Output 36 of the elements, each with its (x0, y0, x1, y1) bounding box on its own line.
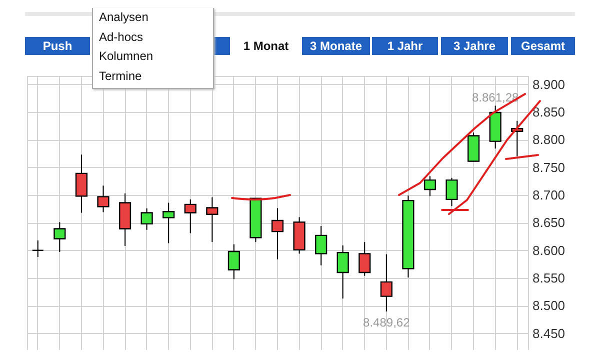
candlestick (336, 244, 349, 300)
y-tick-label: 8.550 (532, 270, 566, 286)
y-tick-label: 8.850 (532, 104, 566, 120)
y-tick-label: 8.900 (532, 76, 566, 92)
y-tick-label: 8.700 (532, 188, 566, 203)
y-tick-label: 8.450 (532, 326, 566, 341)
y-tick-label: 8.500 (532, 298, 566, 314)
y-tick-label: 8.800 (532, 132, 566, 148)
candlestick (271, 208, 284, 260)
candlestick (315, 226, 328, 266)
candlestick (380, 254, 392, 312)
annotation: 8.861,28 (472, 90, 520, 105)
annotation: Termine (98, 68, 143, 84)
y-tick-label: 8.750 (532, 160, 566, 175)
text: Push (25, 37, 90, 55)
candlestick (424, 176, 436, 197)
text: Gesamt (511, 37, 575, 55)
candlestick (228, 244, 240, 280)
text: 1 Monat (232, 37, 300, 55)
candlestick (358, 242, 371, 276)
annotation: 8.489,62 (363, 315, 410, 330)
text: 3 Jahre (441, 37, 508, 55)
candlestick (446, 177, 458, 207)
candlestick (206, 196, 218, 243)
candlestick (140, 208, 153, 230)
candlestick (162, 202, 175, 244)
y-tick-label: 8.650 (532, 215, 566, 230)
candlestick (97, 185, 110, 213)
dropdown-menu: Analysen Ad-hocs Kolumnen Termine (92, 8, 214, 89)
candlestick (32, 240, 44, 258)
candlestick (54, 222, 66, 253)
text: 3 Monate (302, 37, 370, 55)
candlestick (75, 154, 88, 214)
candlestick (184, 198, 196, 234)
text: 1 Jahr (372, 37, 438, 55)
y-tick-label: 8.600 (532, 242, 566, 258)
